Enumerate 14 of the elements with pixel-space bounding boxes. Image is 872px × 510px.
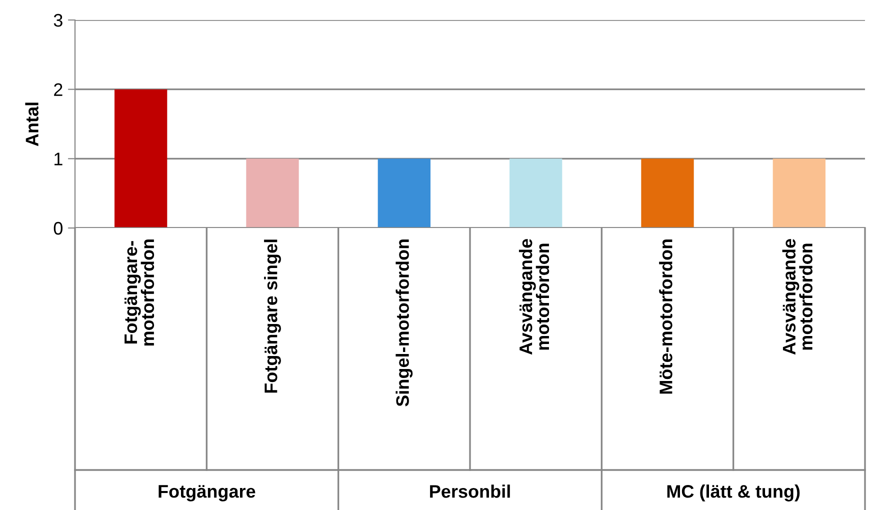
y-tick-label: 0 [54,222,62,235]
y-tick-label: 2 [54,83,62,96]
x-tick-label: Avsvängande motorfordon [782,239,812,355]
x-tick-label: Avsvängande motorfordon [518,239,550,355]
y-tick-label: 1 [54,152,62,166]
x-tick-label: Fotgängare singel [264,240,281,393]
text: Personbil [430,484,510,498]
text: MC (lätt & tung) [667,484,800,502]
x-tick-label: Möte-motorfordon [659,240,672,394]
x-tick-label: Fotgängare- motorfordon [124,240,154,346]
x-tick-label: Singel-motorfordon [396,240,413,406]
y-tick-label: 3 [54,14,62,27]
text: Fotgängare [158,485,256,502]
y-axis-title: Antal [25,102,38,146]
